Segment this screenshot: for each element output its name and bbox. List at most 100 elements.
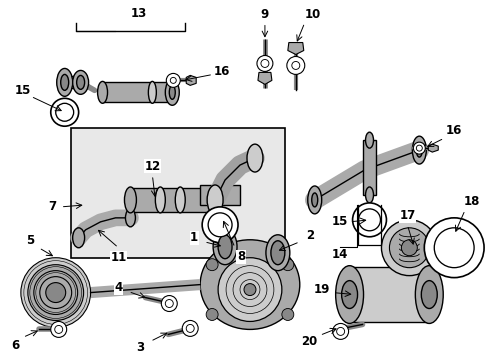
Ellipse shape xyxy=(213,229,237,265)
Circle shape xyxy=(28,265,83,320)
Circle shape xyxy=(281,309,293,320)
Polygon shape xyxy=(349,267,428,323)
Text: 10: 10 xyxy=(304,8,320,21)
Ellipse shape xyxy=(270,241,285,265)
Bar xyxy=(71,128,285,258)
Ellipse shape xyxy=(265,235,289,271)
Ellipse shape xyxy=(165,80,179,105)
Text: 20: 20 xyxy=(301,335,317,348)
Ellipse shape xyxy=(311,193,317,207)
Circle shape xyxy=(34,271,78,315)
Polygon shape xyxy=(102,82,172,102)
Circle shape xyxy=(182,320,198,336)
Text: 1: 1 xyxy=(190,231,198,244)
Circle shape xyxy=(218,258,281,321)
Text: 3: 3 xyxy=(136,341,144,354)
Circle shape xyxy=(21,258,90,328)
Ellipse shape xyxy=(73,228,84,248)
Text: 17: 17 xyxy=(398,210,415,222)
Ellipse shape xyxy=(365,187,373,203)
Ellipse shape xyxy=(200,240,299,329)
Circle shape xyxy=(358,209,380,231)
Ellipse shape xyxy=(307,186,321,214)
Ellipse shape xyxy=(169,85,175,99)
Circle shape xyxy=(244,284,255,296)
Text: 12: 12 xyxy=(144,159,160,172)
Circle shape xyxy=(206,259,218,271)
Text: 19: 19 xyxy=(313,283,329,296)
Polygon shape xyxy=(362,140,376,195)
Text: 13: 13 xyxy=(130,7,146,20)
Text: 7: 7 xyxy=(49,201,57,213)
Ellipse shape xyxy=(77,75,84,89)
Ellipse shape xyxy=(414,266,442,323)
Circle shape xyxy=(388,228,428,268)
Circle shape xyxy=(206,309,218,320)
Circle shape xyxy=(424,218,483,278)
Ellipse shape xyxy=(61,75,68,90)
Text: 16: 16 xyxy=(445,124,462,137)
Ellipse shape xyxy=(175,187,185,213)
Circle shape xyxy=(51,98,79,126)
Ellipse shape xyxy=(335,266,363,323)
Polygon shape xyxy=(64,76,81,88)
Ellipse shape xyxy=(415,143,422,157)
Ellipse shape xyxy=(207,185,223,215)
Ellipse shape xyxy=(421,280,436,309)
Circle shape xyxy=(401,240,416,256)
Text: 6: 6 xyxy=(11,339,19,352)
Circle shape xyxy=(336,328,344,336)
Text: 4: 4 xyxy=(114,281,122,294)
Circle shape xyxy=(46,283,65,302)
Circle shape xyxy=(433,228,473,268)
Circle shape xyxy=(332,323,348,339)
Ellipse shape xyxy=(98,81,107,103)
Circle shape xyxy=(51,321,66,337)
Text: 16: 16 xyxy=(213,65,230,78)
Ellipse shape xyxy=(125,209,135,227)
Circle shape xyxy=(291,62,299,69)
Circle shape xyxy=(352,203,386,237)
Circle shape xyxy=(281,259,293,271)
Polygon shape xyxy=(186,75,196,85)
Circle shape xyxy=(415,145,422,151)
Text: 15: 15 xyxy=(15,84,31,97)
Circle shape xyxy=(40,276,72,309)
Text: 11: 11 xyxy=(110,251,126,264)
Circle shape xyxy=(55,325,62,333)
Circle shape xyxy=(256,55,272,71)
Circle shape xyxy=(412,142,425,154)
Circle shape xyxy=(56,103,74,121)
Circle shape xyxy=(166,73,180,87)
Text: 8: 8 xyxy=(236,250,244,263)
Ellipse shape xyxy=(73,71,88,94)
Ellipse shape xyxy=(57,68,73,96)
Polygon shape xyxy=(287,42,303,54)
Text: 13: 13 xyxy=(130,7,146,20)
Text: 5: 5 xyxy=(26,234,34,247)
Ellipse shape xyxy=(365,132,373,148)
Text: 15: 15 xyxy=(331,215,347,228)
Circle shape xyxy=(186,324,194,332)
Ellipse shape xyxy=(148,81,156,103)
Ellipse shape xyxy=(155,187,165,213)
Circle shape xyxy=(286,57,304,75)
Circle shape xyxy=(161,296,177,311)
Ellipse shape xyxy=(411,136,426,164)
Ellipse shape xyxy=(246,144,263,172)
Ellipse shape xyxy=(218,235,232,259)
Text: 9: 9 xyxy=(260,8,268,21)
Polygon shape xyxy=(258,72,271,84)
Circle shape xyxy=(165,300,173,307)
Text: 2: 2 xyxy=(305,229,313,242)
Circle shape xyxy=(261,59,268,67)
Ellipse shape xyxy=(341,280,357,309)
Circle shape xyxy=(202,207,238,243)
Circle shape xyxy=(170,77,176,84)
Text: 14: 14 xyxy=(331,248,347,261)
Circle shape xyxy=(381,220,436,276)
Text: 18: 18 xyxy=(463,195,479,208)
Polygon shape xyxy=(130,188,210,212)
Polygon shape xyxy=(427,144,437,152)
Polygon shape xyxy=(200,185,240,205)
